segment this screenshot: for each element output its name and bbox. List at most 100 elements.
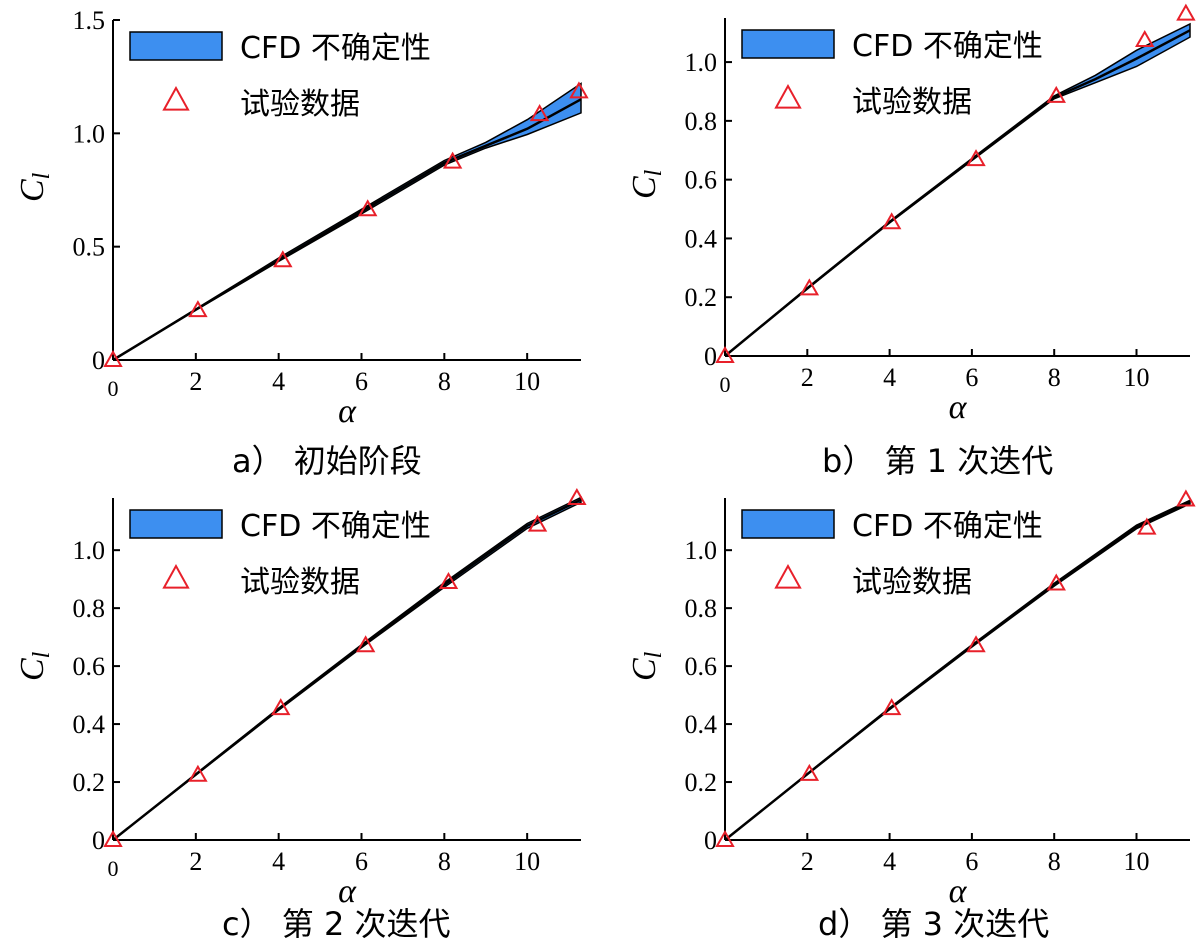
y-axis-label-subscript: l	[641, 169, 667, 176]
test-data-marker	[442, 151, 463, 169]
y-tick-label: 1.0	[73, 536, 106, 565]
x-tick-label: 0	[108, 856, 119, 881]
x-tick-label: 8	[438, 367, 451, 396]
y-tick-label: 0.5	[73, 233, 106, 262]
y-axis-label: Cl	[14, 172, 55, 202]
legend-label-band: CFD 不确定性	[240, 509, 431, 544]
y-tick-label: 0.2	[73, 768, 106, 797]
test-data-marker	[529, 104, 550, 122]
test-data-marker	[966, 635, 986, 653]
legend-swatch-marker	[774, 83, 802, 109]
legend-swatch-band	[741, 509, 835, 539]
x-tick-label: 4	[272, 847, 285, 876]
x-tick-label: 4	[883, 363, 896, 392]
test-data-marker	[569, 81, 589, 99]
legend-swatch-marker	[162, 563, 190, 589]
x-tick-label: 2	[189, 847, 202, 876]
test-data-marker	[715, 829, 735, 847]
legend-label-band: CFD 不确定性	[240, 31, 431, 66]
legend-label-marker: 试验数据	[240, 87, 360, 122]
test-data-marker	[881, 212, 902, 230]
test-data-marker	[103, 349, 123, 367]
x-tick-label: 10	[514, 367, 540, 396]
legend-label-marker: 试验数据	[852, 85, 972, 120]
cfd-mean-line	[724, 29, 1191, 357]
panel-caption: d） 第 3 次迭代	[818, 905, 1049, 943]
y-tick-label: 0.8	[685, 594, 718, 623]
y-tick-label: 0.8	[685, 107, 718, 136]
legend-swatch-marker	[774, 563, 802, 589]
legend-swatch-band	[129, 31, 223, 61]
y-axis-label-subscript: l	[641, 651, 667, 658]
y-tick-label: 0.2	[685, 283, 718, 312]
x-tick-label: 10	[514, 847, 540, 876]
x-tick-label: 10	[1124, 847, 1150, 876]
x-axis-label: α	[949, 873, 968, 910]
panel-caption: b） 第 1 次迭代	[822, 442, 1053, 480]
y-tick-label: 0.2	[685, 768, 718, 797]
y-tick-label: 0.8	[73, 594, 106, 623]
test-data-marker	[1135, 30, 1155, 48]
test-data-marker	[103, 829, 123, 847]
x-tick-label: 6	[965, 363, 978, 392]
y-tick-label: 0.6	[73, 652, 106, 681]
x-tick-label: 6	[355, 847, 368, 876]
x-tick-label: 8	[1048, 363, 1061, 392]
x-tick-label: 0	[108, 376, 119, 401]
test-data-marker	[799, 763, 820, 781]
cfd-mean-line	[112, 98, 582, 362]
test-data-marker	[357, 199, 378, 217]
y-tick-label: 1.5	[73, 6, 106, 35]
y-tick-label: 0.6	[685, 652, 718, 681]
x-tick-label: 10	[1124, 363, 1150, 392]
uncertainty-band	[724, 499, 1191, 841]
test-data-marker	[881, 698, 902, 716]
cfd-mean-line	[112, 498, 582, 841]
y-axis-label: Cl	[626, 651, 667, 681]
y-axis-label-subscript: l	[29, 172, 55, 179]
test-data-marker	[1176, 489, 1196, 507]
legend-label-marker: 试验数据	[240, 565, 360, 600]
uncertainty-band	[724, 22, 1191, 357]
x-tick-label: 6	[965, 847, 978, 876]
test-data-marker	[799, 278, 820, 296]
test-data-marker	[1137, 517, 1157, 535]
y-tick-label: 0.4	[685, 710, 718, 739]
test-data-marker	[527, 514, 548, 532]
test-data-marker	[1176, 3, 1196, 21]
legend-swatch-band	[741, 29, 835, 59]
x-axis-label: α	[338, 873, 357, 910]
y-tick-label: 0	[92, 346, 105, 375]
x-axis-label: α	[338, 393, 357, 430]
y-tick-label: 1.0	[73, 119, 106, 148]
test-data-marker	[188, 300, 208, 318]
x-tick-label: 6	[355, 367, 368, 396]
y-axis-label: Cl	[626, 169, 667, 199]
y-tick-label: 0.4	[73, 710, 106, 739]
y-tick-label: 0	[704, 826, 717, 855]
y-tick-label: 0.4	[685, 224, 718, 253]
test-data-marker	[188, 764, 208, 782]
legend-swatch-band	[129, 509, 223, 539]
x-tick-label: 4	[272, 367, 285, 396]
panel-caption: c） 第 2 次迭代	[222, 905, 450, 943]
y-tick-label: 0	[704, 342, 717, 371]
x-tick-label: 0	[720, 372, 731, 397]
x-tick-label: 2	[801, 847, 814, 876]
y-tick-label: 0.6	[685, 166, 718, 195]
cfd-mean-line	[724, 500, 1191, 841]
x-tick-label: 4	[883, 847, 896, 876]
test-data-marker	[966, 149, 986, 167]
test-data-marker	[438, 572, 459, 590]
legend-label-band: CFD 不确定性	[852, 509, 1043, 544]
test-data-marker	[1046, 573, 1066, 591]
y-tick-label: 1.0	[685, 48, 718, 77]
x-tick-label: 8	[438, 847, 451, 876]
legend-label-marker: 试验数据	[852, 565, 972, 600]
test-data-marker	[273, 250, 293, 268]
